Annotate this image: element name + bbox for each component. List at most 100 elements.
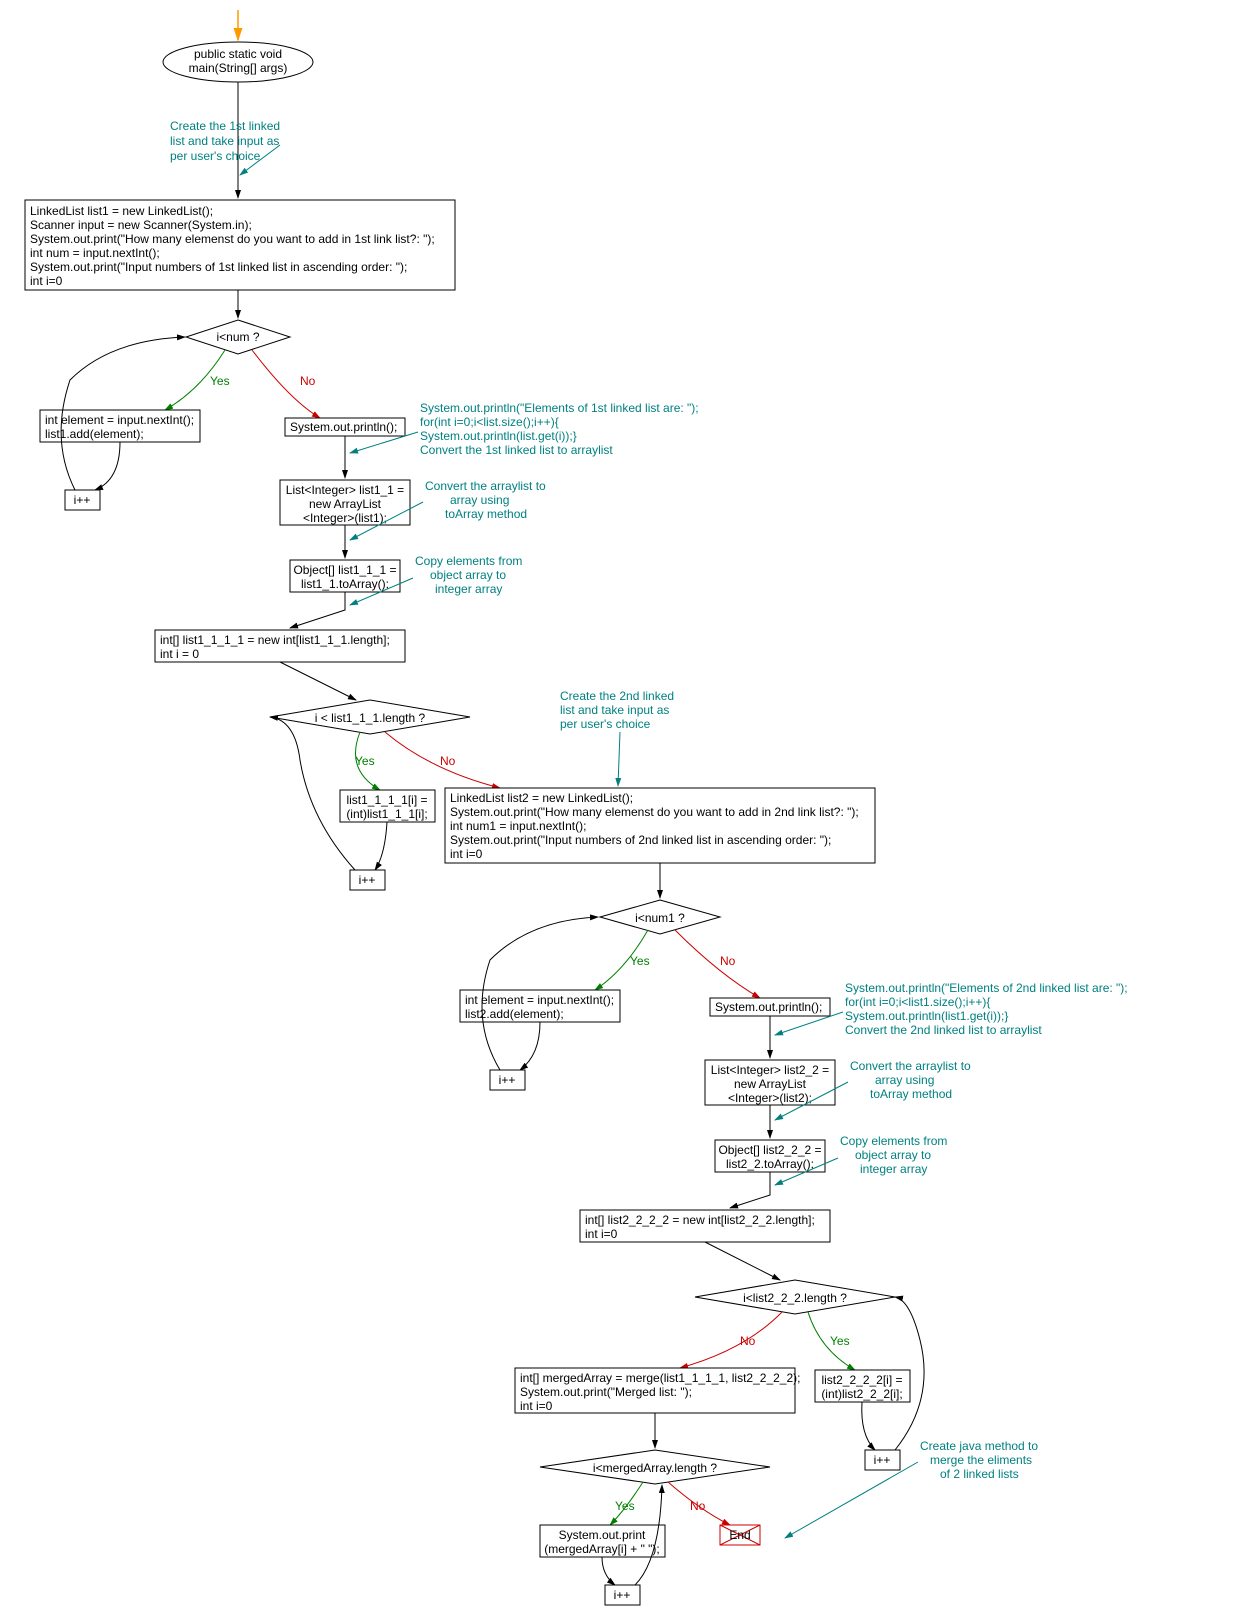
box12-l2: list2_2.toArray(); [726,1157,814,1171]
dec1-text: i<num ? [216,330,259,344]
dec4-text: i<list2_2_2.length ? [743,1291,847,1305]
box13-l1: int[] list2_2_2_2 = new int[list2_2_2.le… [585,1213,815,1227]
comment1-l1: Create the 1st linked [170,119,280,133]
end-text: End [729,1528,750,1542]
box16-l2: (mergedArray[i] + " "); [544,1542,660,1556]
dec5-text: i<mergedArray.length ? [593,1461,718,1475]
edge-box16-inc5 [602,1557,615,1585]
box15-l3: int i=0 [520,1399,553,1413]
box14-l1: list2_2_2_2[i] = [821,1373,902,1387]
start-text2: main(String[] args) [189,61,288,75]
box1-l6: int i=0 [30,274,63,288]
box15-l1: int[] mergedArray = merge(list1_1_1_1, l… [520,1371,800,1385]
box14-l2: (int)list2_2_2[i]; [821,1387,902,1401]
box11-l3: <Integer>(list2); [728,1091,812,1105]
dec2-text: i < list1_1_1.length ? [315,711,426,725]
edge-box2-inc1 [95,442,120,490]
start-text1: public static void [194,47,282,61]
edge-box6-dec2 [280,662,356,700]
box3-text: System.out.println(); [290,420,397,434]
box8-l1: LinkedList list2 = new LinkedList(); [450,791,633,805]
box9-l2: list2.add(element); [465,1007,564,1021]
flowchart-canvas: public static void main(String[] args) C… [0,0,1233,1620]
comment1-l3: per user's choice [170,149,261,163]
comment5-l1: Create the 2nd linked [560,689,674,703]
edge-dec3-no [675,930,760,998]
comment2-l2: for(int i=0;i<list.size();i++){ [420,415,559,429]
comment8-l1: Copy elements from [840,1134,947,1148]
box7-l2: (int)list1_1_1[i]; [346,807,427,821]
box7-l1: list1_1_1_1[i] = [346,793,427,807]
box8-l5: int i=0 [450,847,483,861]
box4-l3: <Integer>(list1); [303,511,387,525]
box10-text: System.out.println(); [715,1000,822,1014]
inc3-text: i++ [499,1073,516,1087]
comment9-l1: Create java method to [920,1439,1038,1453]
comment5-l2: list and take input as [560,703,669,717]
comment3-l3: toArray method [445,507,527,521]
dec2-no-label: No [440,754,456,768]
edge-box9-inc3 [520,1022,540,1070]
inc2-text: i++ [359,873,376,887]
comment6-l2: for(int i=0;i<list1.size();i++){ [845,995,990,1009]
box11-l1: List<Integer> list2_2 = [711,1063,829,1077]
comment7-l1: Convert the arraylist to [850,1059,971,1073]
comment6-l1: System.out.println("Elements of 2nd link… [845,981,1128,995]
box8-l3: int num1 = input.nextInt(); [450,819,586,833]
comment3-l1: Convert the arraylist to [425,479,546,493]
edge-dec4-no [680,1312,782,1368]
dec2-yes-label: Yes [355,754,375,768]
dec1-yes-label: Yes [210,374,230,388]
edge-box5-box6 [290,592,345,628]
box12-l1: Object[] list2_2_2 = [718,1143,821,1157]
inc5-text: i++ [614,1588,631,1602]
comment7-l3: toArray method [870,1087,952,1101]
dec5-yes-label: Yes [615,1499,635,1513]
box15-l2: System.out.print("Merged list: "); [520,1385,692,1399]
box5-l1: Object[] list1_1_1 = [293,563,396,577]
comment9-l3: of 2 linked lists [940,1467,1019,1481]
box4-l2: new ArrayList [309,497,382,511]
box1-l4: int num = input.nextInt(); [30,246,160,260]
comment2-l1: System.out.println("Elements of 1st link… [420,401,699,415]
comment4-l1: Copy elements from [415,554,522,568]
comment4-l3: integer array [435,582,502,596]
dec3-no-label: No [720,954,736,968]
dec3-yes-label: Yes [630,954,650,968]
edge-box12-box13 [730,1172,770,1208]
comment1-l2: list and take input as [170,134,279,148]
box16-l1: System.out.print [559,1528,646,1542]
box1-l1: LinkedList list1 = new LinkedList(); [30,204,213,218]
comment3-l2: array using [450,493,509,507]
comment9-l2: merge the eliments [930,1453,1032,1467]
box5-l2: list1_1.toArray(); [301,577,389,591]
inc4-text: i++ [874,1453,891,1467]
box8-l4: System.out.print("Input numbers of 2nd l… [450,833,831,847]
box2-l1: int element = input.nextInt(); [45,413,194,427]
box6-l1: int[] list1_1_1_1 = new int[list1_1_1.le… [160,633,390,647]
box1-l3: System.out.print("How many elemenst do y… [30,232,435,246]
edge-box7-inc2 [375,822,387,870]
box4-l1: List<Integer> list1_1 = [286,483,404,497]
dec1-no-label: No [300,374,316,388]
comment6-l4: Convert the 2nd linked list to arraylist [845,1023,1042,1037]
dec3-text: i<num1 ? [635,911,685,925]
box11-l2: new ArrayList [734,1077,807,1091]
comment7-l2: array using [875,1073,934,1087]
comment2-l3: System.out.println(list.get(i));} [420,429,577,443]
comment6-l3: System.out.println(list1.get(i));} [845,1009,1008,1023]
comment4-l2: object array to [430,568,506,582]
comment8-l3: integer array [860,1162,927,1176]
box9-l1: int element = input.nextInt(); [465,993,614,1007]
edge-box13-dec4 [705,1242,780,1280]
box2-l2: list1.add(element); [45,427,144,441]
comment8-l2: object array to [855,1148,931,1162]
comment5-l3: per user's choice [560,717,651,731]
box1-l2: Scanner input = new Scanner(System.in); [30,218,252,232]
inc1-text: i++ [74,493,91,507]
dec4-yes-label: Yes [830,1334,850,1348]
box13-l2: int i=0 [585,1227,618,1241]
box8-l2: System.out.print("How many elemenst do y… [450,805,859,819]
dec4-no-label: No [740,1334,756,1348]
box1-l5: System.out.print("Input numbers of 1st l… [30,260,407,274]
